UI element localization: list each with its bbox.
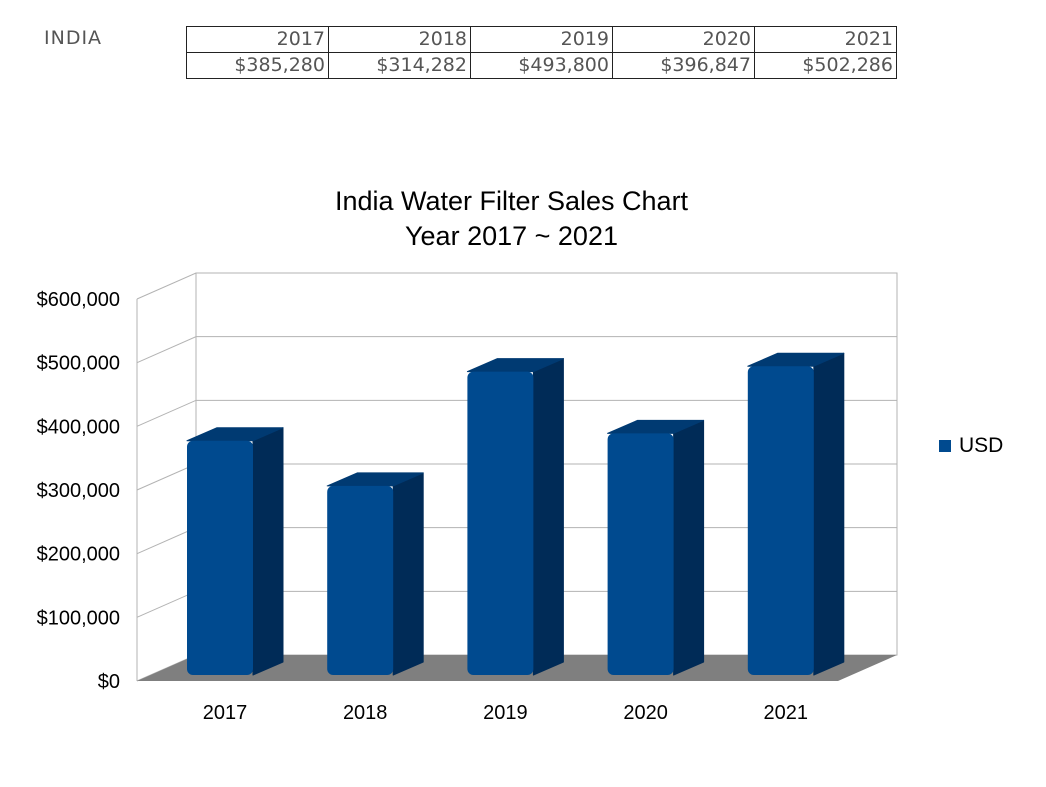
table-cell[interactable]: $314,282 [328,52,471,79]
table-cell[interactable]: 2018 [328,26,471,53]
table-row-amounts: $385,280 $314,282 $493,800 $396,847 $502… [186,52,897,79]
bar-side [252,427,284,676]
table-cell[interactable]: $396,847 [612,52,755,79]
x-tick-label: 2017 [203,702,248,724]
table-cell[interactable]: 2017 [186,26,329,53]
gridline [136,272,897,300]
bar-side [392,472,424,676]
legend-label: USD [959,434,1004,457]
y-tick-label: $100,000 [37,607,120,629]
chart-subtitle: Year 2017 ~ 2021 [405,221,618,251]
bar [327,485,394,675]
bar [467,371,534,675]
bar-side [813,352,845,676]
y-tick-label: $500,000 [37,353,120,375]
table-cell[interactable]: 2019 [470,26,613,53]
y-tick-label: $200,000 [37,544,120,566]
y-tick-label: $0 [98,671,120,693]
bar-side [532,358,564,676]
x-tick-label: 2018 [343,702,388,724]
y-tick-label: $300,000 [37,480,120,502]
legend-swatch [939,440,951,452]
table-row-years: 2017 2018 2019 2020 2021 [186,26,897,53]
chart-title: India Water Filter Sales Chart [334,186,689,216]
bar-side [673,419,705,676]
table-cell[interactable]: $385,280 [186,52,329,79]
bar [187,440,253,675]
y-tick-label: $600,000 [37,289,120,311]
gridline [136,399,897,427]
y-tick-label: $400,000 [37,416,120,438]
x-tick-label: 2020 [623,702,668,724]
x-tick-label: 2021 [764,702,809,724]
table-cell[interactable]: $493,800 [470,52,613,79]
sheet-row-label: INDIA [44,27,103,49]
chart-legend: USD [939,434,1003,458]
gridline [136,336,897,364]
table-cell[interactable]: $502,286 [754,52,897,79]
data-table: 2017 2018 2019 2020 2021 $385,280 $314,2… [186,26,897,79]
x-tick-label: 2019 [483,702,528,724]
table-cell[interactable]: 2020 [612,26,755,53]
bar [747,366,814,675]
bar [607,433,674,675]
